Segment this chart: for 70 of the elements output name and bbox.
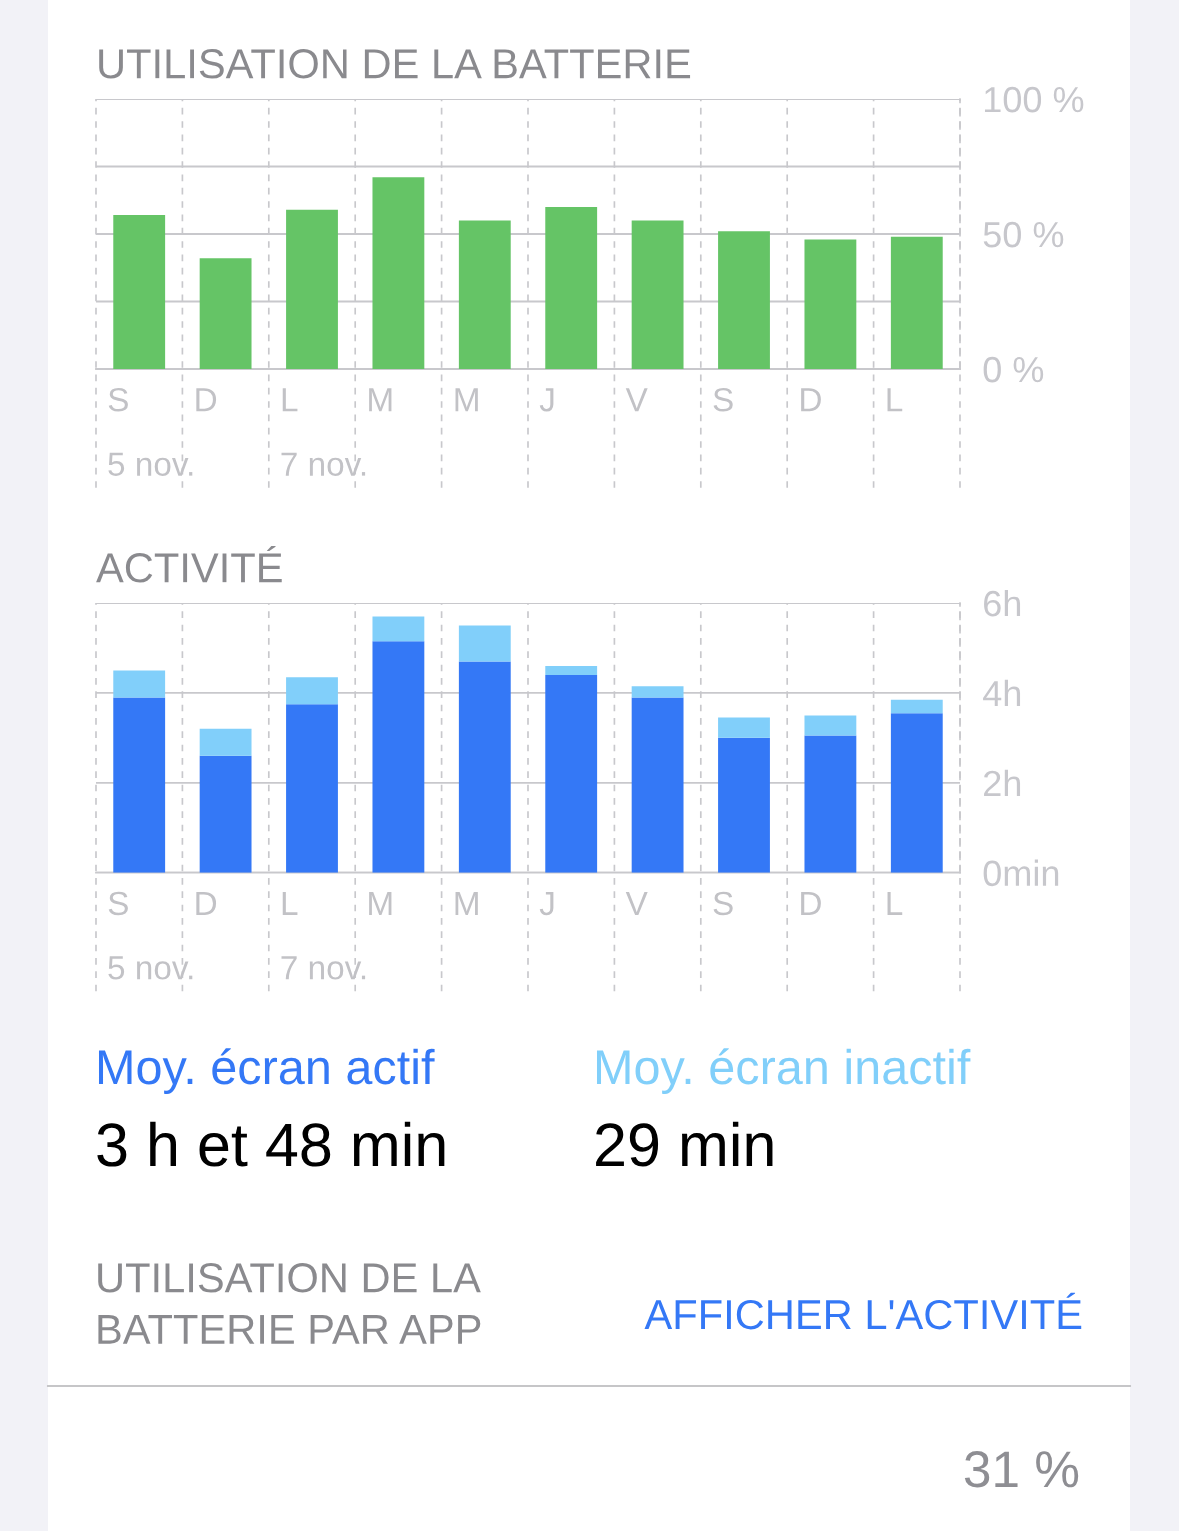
- x-tick-label: D: [196, 891, 217, 915]
- x-tick-label: J: [539, 388, 554, 412]
- bar: [458, 220, 511, 369]
- bar: [890, 236, 943, 369]
- bar: [372, 641, 425, 873]
- bar: [718, 231, 770, 369]
- bar: [199, 258, 252, 369]
- bar: [372, 616, 425, 642]
- x-tick-label: V: [625, 891, 648, 915]
- x-tick-label: L: [282, 891, 298, 915]
- bar: [804, 239, 857, 369]
- x-tick-label: S: [108, 387, 128, 412]
- text: 5 nov.: [108, 956, 193, 980]
- bar: [372, 177, 425, 369]
- bar: [458, 661, 511, 873]
- chart-title: UTILISATION DE LA BATTERIE: [99, 49, 691, 79]
- bar: [286, 209, 338, 369]
- text: 29 min: [596, 1121, 773, 1167]
- bar: [199, 728, 252, 756]
- bar: [545, 207, 598, 369]
- bar: [718, 717, 770, 738]
- x-tick-label: D: [196, 388, 217, 412]
- bar: [286, 704, 338, 873]
- bar: [804, 715, 857, 736]
- text: AFFICHER L'ACTIVITÉ: [644, 1292, 1082, 1330]
- bar: [199, 755, 252, 873]
- text: 3 h et 48 min: [97, 1121, 445, 1167]
- x-tick-label: S: [108, 891, 128, 916]
- y-tick-label: 4h: [983, 679, 1021, 706]
- y-tick-label: 6h: [984, 589, 1021, 617]
- bar: [631, 686, 684, 698]
- x-tick-label: M: [455, 891, 478, 915]
- chart-title: ACTIVITÉ: [96, 546, 282, 583]
- x-tick-label: J: [539, 891, 554, 916]
- y-tick-label: 0 %: [983, 356, 1044, 383]
- bar: [286, 677, 338, 705]
- x-tick-label: L: [887, 388, 903, 412]
- bar: [545, 665, 598, 675]
- x-tick-label: L: [887, 891, 903, 915]
- bar: [890, 699, 943, 714]
- x-tick-label: L: [282, 388, 298, 412]
- x-tick-label: D: [801, 891, 821, 915]
- y-tick-label: 100 %: [984, 86, 1084, 113]
- bar: [545, 674, 598, 873]
- y-tick-label: 0min: [983, 859, 1059, 887]
- y-tick-label: 50 %: [983, 221, 1064, 248]
- x-tick-label: M: [369, 891, 392, 915]
- text: Moy. écran actif: [98, 1048, 435, 1095]
- bar: [631, 697, 684, 873]
- x-tick-label: D: [801, 388, 821, 412]
- x-tick-label: V: [625, 388, 648, 412]
- text: 31 %: [964, 1451, 1079, 1488]
- bar: [113, 215, 166, 369]
- x-tick-label: S: [713, 387, 733, 412]
- text: 7 nov.: [281, 956, 366, 980]
- bar: [113, 670, 166, 698]
- bar: [890, 713, 943, 873]
- bar: [804, 735, 857, 873]
- x-tick-label: M: [369, 388, 392, 412]
- bar: [631, 220, 684, 369]
- text: UTILISATION DE LA BATTERIE PAR APP: [98, 1263, 481, 1344]
- bar: [458, 625, 511, 662]
- y-tick-label: 2h: [984, 769, 1021, 796]
- x-tick-label: S: [713, 891, 733, 916]
- bar: [718, 737, 770, 873]
- bar: [113, 697, 166, 873]
- x-tick-label: M: [455, 388, 478, 412]
- text: Moy. écran inactif: [596, 1048, 971, 1095]
- text: 7 nov.: [281, 452, 366, 476]
- text: 5 nov.: [108, 452, 193, 476]
